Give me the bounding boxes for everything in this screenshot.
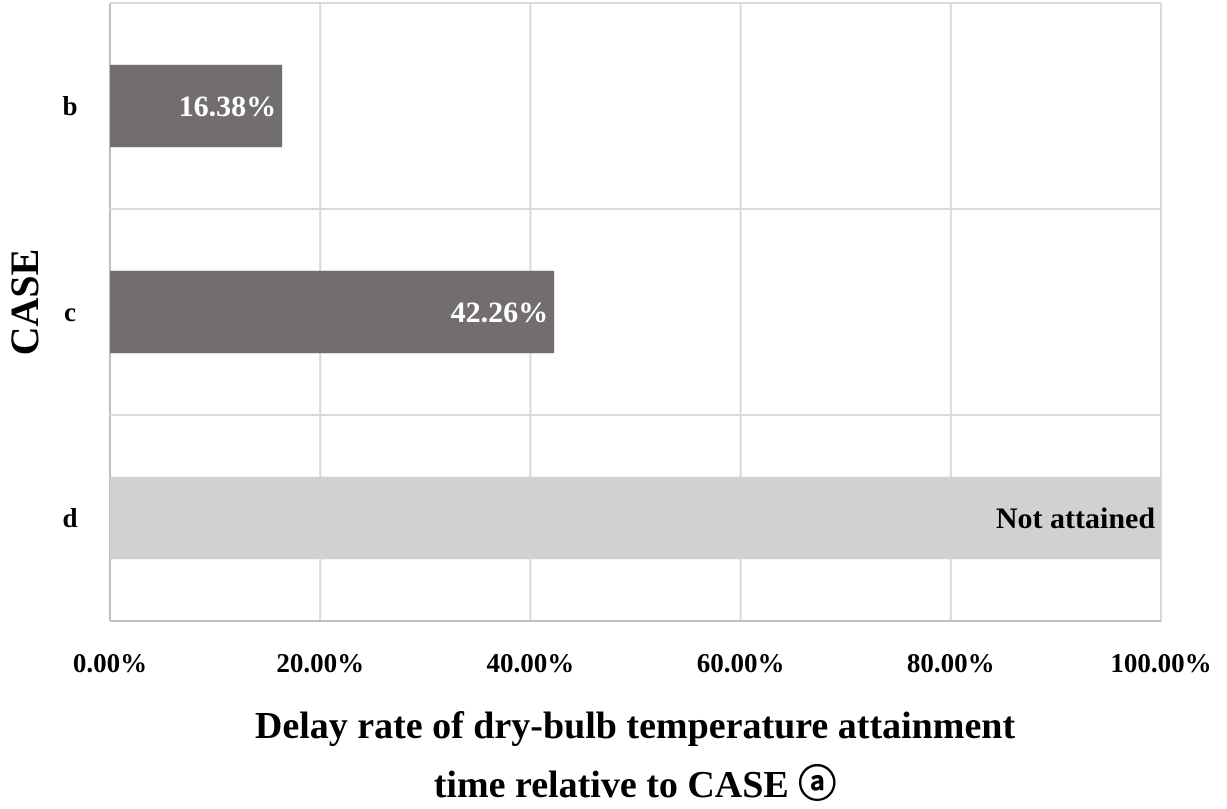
x-tick-label: 20.00% [276, 648, 364, 678]
bar-b [110, 64, 283, 148]
category-label-c: c [64, 297, 76, 327]
x-tick-label: 40.00% [487, 648, 575, 678]
category-label-b: b [62, 91, 77, 121]
x-tick-labels: 0.00% 20.00% 40.00% 60.00% 80.00% 100.00% [73, 648, 1212, 678]
y-axis-label: CASE [2, 249, 47, 356]
x-tick-label: 0.00% [73, 648, 147, 678]
x-axis-label-line-1: Delay rate of dry-bulb temperature attai… [255, 705, 1016, 747]
data-label-b: 16.38% [179, 90, 277, 123]
category-label-d: d [62, 503, 77, 533]
x-tick-label: 80.00% [907, 648, 995, 678]
x-axis-label-line-2: time relative to CASE ⓐ [434, 764, 836, 806]
x-tick-label: 100.00% [1110, 648, 1211, 678]
grid-lines [109, 2, 1162, 622]
data-label-c: 42.26% [451, 296, 549, 329]
category-labels: b c d [62, 91, 77, 533]
x-tick-label: 60.00% [697, 648, 785, 678]
data-label-d: Not attained [996, 502, 1155, 535]
bar-c [110, 270, 555, 354]
bar-d [110, 476, 1161, 560]
bars: 16.38% 42.26% Not attained [110, 64, 1161, 560]
